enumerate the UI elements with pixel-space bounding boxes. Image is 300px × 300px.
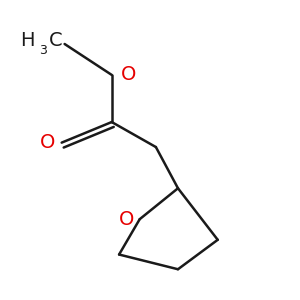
Text: O: O xyxy=(40,133,55,152)
Text: 3: 3 xyxy=(39,44,46,57)
Text: H: H xyxy=(20,31,34,50)
Text: C: C xyxy=(48,31,62,50)
Text: O: O xyxy=(119,210,135,229)
Text: O: O xyxy=(121,65,136,84)
